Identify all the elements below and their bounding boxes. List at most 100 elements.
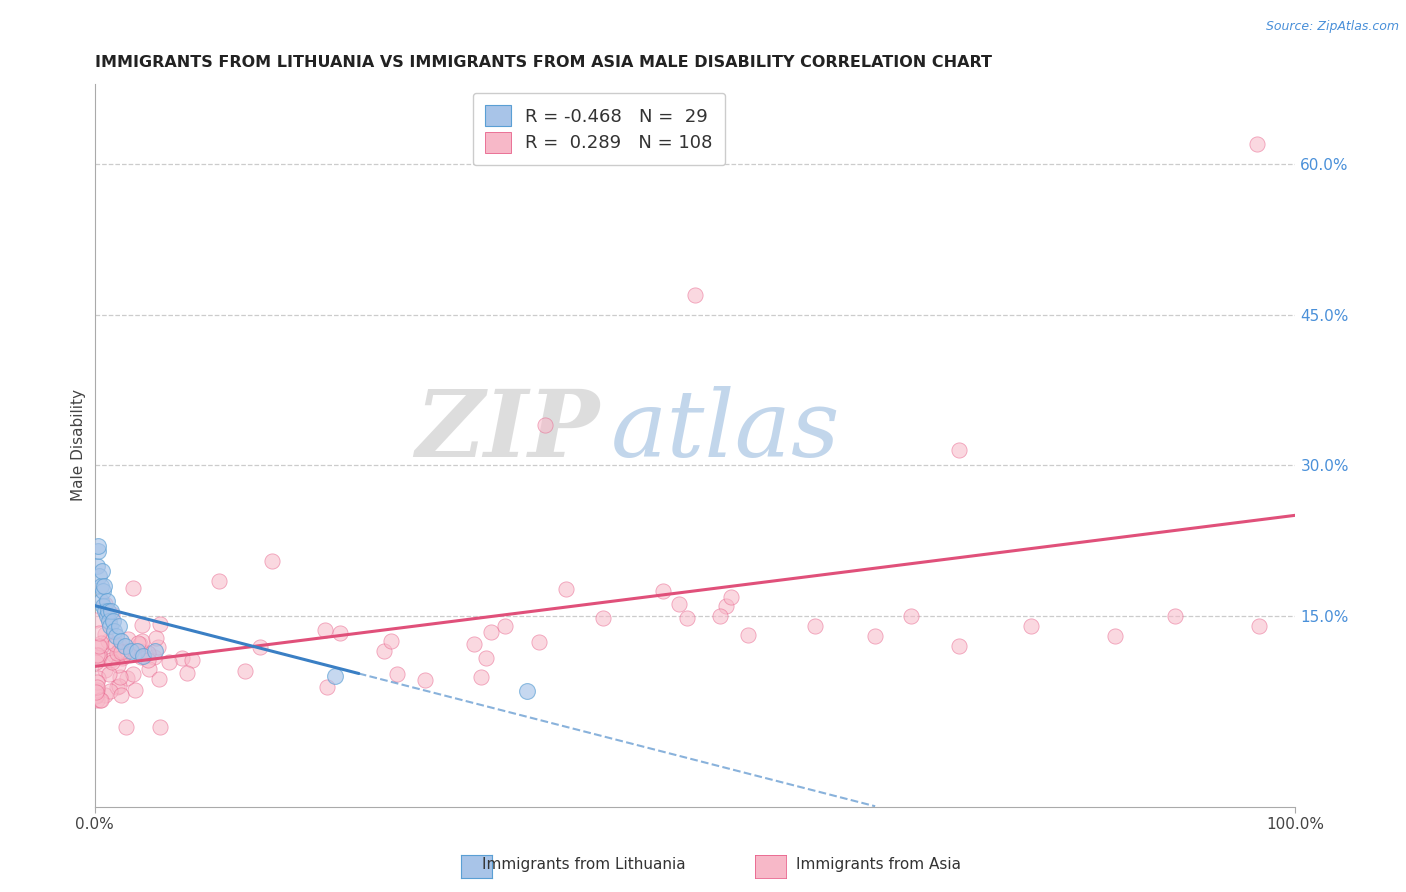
Point <box>86 558 108 573</box>
Point <box>98 614 121 628</box>
Point <box>86 683 108 698</box>
Point <box>373 644 395 658</box>
Point <box>103 624 125 639</box>
Point <box>84 684 107 698</box>
Point <box>110 639 132 653</box>
Point <box>125 644 148 658</box>
Point <box>413 673 436 687</box>
Point <box>592 611 614 625</box>
Point <box>110 688 132 702</box>
Point <box>111 650 134 665</box>
Point <box>314 623 336 637</box>
Point <box>98 667 121 681</box>
Point <box>90 564 112 578</box>
Point <box>110 645 132 659</box>
Y-axis label: Male Disability: Male Disability <box>72 390 86 501</box>
Point <box>107 619 129 633</box>
Point <box>105 680 128 694</box>
Point <box>900 609 922 624</box>
Point <box>131 634 153 648</box>
Point <box>479 625 502 640</box>
Point <box>1249 619 1271 633</box>
Point <box>527 635 550 649</box>
Text: ZIP: ZIP <box>415 386 599 476</box>
Point <box>157 655 180 669</box>
Point <box>315 680 337 694</box>
Point <box>115 720 138 734</box>
Point <box>1104 629 1126 643</box>
Point <box>86 688 108 702</box>
Point <box>124 682 146 697</box>
Point <box>86 693 108 707</box>
Point <box>101 607 124 621</box>
Text: atlas: atlas <box>612 386 841 476</box>
Point <box>115 671 138 685</box>
Point <box>103 648 125 662</box>
Point <box>555 582 578 596</box>
Point <box>90 579 112 593</box>
Point <box>323 669 346 683</box>
Point <box>129 650 152 665</box>
Point <box>129 644 152 658</box>
Point <box>94 688 117 702</box>
Point <box>121 582 143 596</box>
Point <box>149 616 172 631</box>
Point <box>96 594 118 608</box>
Point <box>233 664 256 678</box>
Point <box>94 604 117 618</box>
Point <box>94 597 117 611</box>
Point <box>98 684 121 698</box>
Point <box>101 614 124 628</box>
Point <box>110 634 132 648</box>
Point <box>108 644 131 658</box>
Point <box>208 574 231 588</box>
Point <box>90 639 112 653</box>
Point <box>89 648 111 662</box>
Point <box>149 720 172 734</box>
Point <box>87 625 110 640</box>
Point <box>91 584 114 599</box>
Point <box>534 418 557 433</box>
Point <box>107 679 129 693</box>
Point <box>470 670 492 684</box>
Point <box>84 613 107 627</box>
Point <box>117 632 139 646</box>
Point <box>651 583 673 598</box>
Point <box>136 653 159 667</box>
Point <box>1019 619 1042 633</box>
Point <box>249 640 271 654</box>
Point <box>138 662 160 676</box>
Point <box>668 598 690 612</box>
Point <box>863 629 886 643</box>
Point <box>108 670 131 684</box>
Point <box>127 635 149 649</box>
Point <box>93 579 115 593</box>
Point <box>385 667 408 681</box>
Point <box>90 594 112 608</box>
Point <box>91 599 114 613</box>
Point <box>804 619 827 633</box>
Point <box>463 637 485 651</box>
Point <box>474 651 496 665</box>
Point <box>87 671 110 685</box>
Point <box>148 672 170 686</box>
Point <box>97 634 120 648</box>
Point <box>180 653 202 667</box>
Point <box>84 689 107 703</box>
Point <box>114 640 136 654</box>
Point <box>114 646 136 660</box>
Point <box>87 539 110 553</box>
Point <box>145 631 167 645</box>
Point <box>104 637 127 651</box>
Point <box>86 680 108 694</box>
Point <box>1246 137 1268 152</box>
Point <box>380 634 402 648</box>
Point <box>136 646 159 660</box>
Point <box>737 627 759 641</box>
Point <box>131 649 153 664</box>
Text: Immigrants from Lithuania: Immigrants from Lithuania <box>482 857 685 872</box>
Point <box>90 693 112 707</box>
Point <box>683 287 706 301</box>
Point <box>121 667 143 681</box>
Point <box>146 640 169 654</box>
